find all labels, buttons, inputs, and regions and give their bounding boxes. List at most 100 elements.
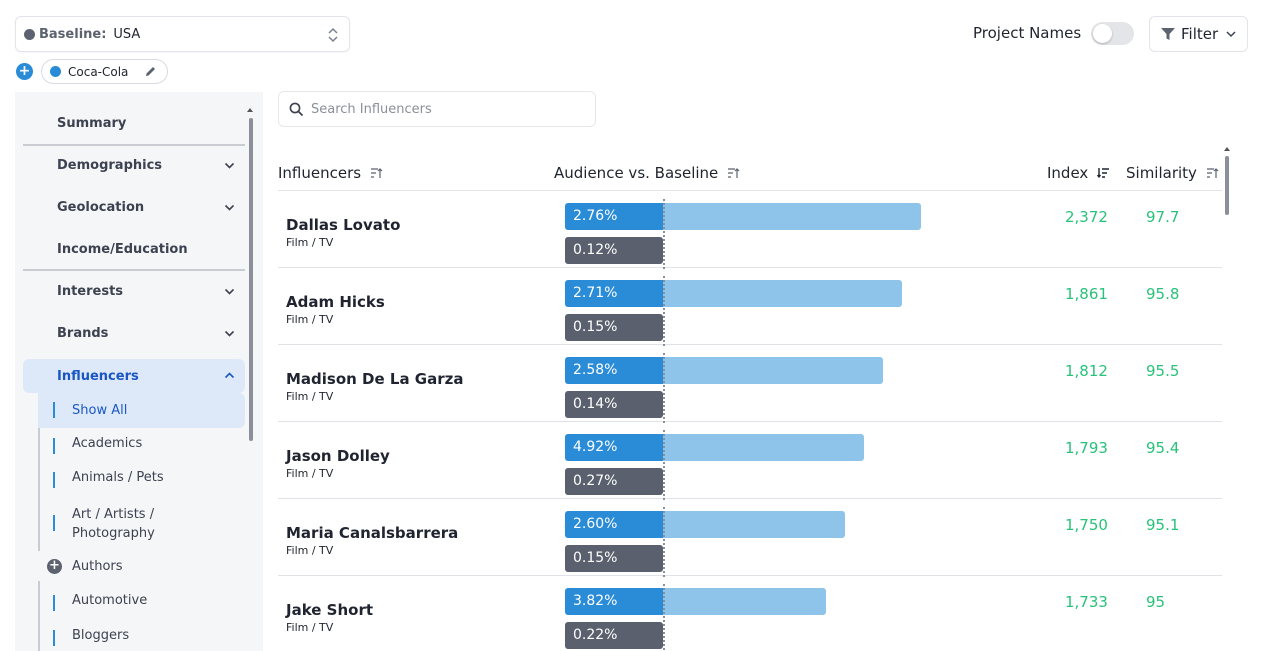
pencil-icon[interactable] (144, 65, 157, 78)
audience-bar-extension (663, 511, 845, 538)
sidebar-item-label: Income/Education (57, 241, 188, 257)
table-row[interactable]: Jason Dolley Film / TV 4.92% 0.27% 1,793 95.4 (278, 422, 1222, 500)
influencer-name[interactable]: Maria Canalsbarrera (286, 524, 459, 542)
influencer-name[interactable]: Adam Hicks (286, 293, 385, 311)
header-divider (278, 190, 1222, 191)
table-row[interactable]: Jake Short Film / TV 3.82% 0.22% 1,733 95 (278, 576, 1222, 651)
baseline-percent: 0.14% (573, 396, 618, 412)
sort-icon[interactable] (370, 167, 383, 179)
sub-item-label: Bloggers (72, 628, 130, 643)
sidebar-item-brands[interactable]: Brands (23, 313, 245, 353)
plus-icon[interactable]: + (47, 559, 62, 574)
sort-descending-icon[interactable] (1097, 167, 1110, 179)
column-header-label: Influencers (278, 164, 362, 182)
sidebar-item-label: Demographics (57, 157, 163, 173)
audience-bar (565, 588, 663, 615)
audience-percent: 3.82% (573, 593, 618, 609)
search-input[interactable] (311, 101, 581, 117)
sub-item-animals-pets[interactable]: Animals / Pets (38, 470, 245, 490)
baseline-bar (565, 622, 663, 649)
influencer-name[interactable]: Madison De La Garza (286, 370, 464, 388)
table-scroll-up-icon[interactable] (1224, 147, 1230, 151)
table-row[interactable]: Adam Hicks Film / TV 2.71% 0.15% 1,861 95.8 (278, 268, 1222, 346)
sub-item-marker (53, 515, 55, 531)
sub-item-label: Animals / Pets (72, 470, 164, 485)
filter-label: Filter (1181, 25, 1219, 43)
sub-item-authors[interactable]: + Authors (38, 559, 245, 579)
influencer-category: Film / TV (286, 621, 334, 634)
baseline-divider (663, 276, 665, 346)
audience-percent: 2.58% (573, 362, 618, 378)
funnel-icon (1161, 28, 1175, 40)
influencer-name[interactable]: Jason Dolley (286, 447, 390, 465)
filter-button[interactable]: Filter (1149, 16, 1248, 52)
audience-chip-label: Coca-Cola (68, 64, 129, 79)
table-row[interactable]: Maria Canalsbarrera Film / TV 2.60% 0.15% 1,… (278, 499, 1222, 577)
sort-icon[interactable] (1206, 167, 1219, 179)
sidebar-item-influencers[interactable]: Influencers (23, 359, 245, 393)
sub-item-marker (53, 630, 55, 646)
sidebar-item-label: Summary (57, 115, 127, 131)
index-value: 1,733 (1065, 593, 1108, 611)
sidebar-item-label: Geolocation (57, 199, 145, 215)
sort-icon[interactable] (727, 167, 740, 179)
baseline-select[interactable]: Baseline: USA (15, 16, 350, 52)
sidebar-item-interests[interactable]: Interests (23, 271, 245, 311)
audience-chip[interactable]: Coca-Cola (41, 59, 168, 84)
sub-item-art-artists-photography[interactable]: Art / Artists / Photography (38, 505, 178, 543)
sidebar-item-demographics[interactable]: Demographics (23, 145, 245, 185)
sub-item-bloggers[interactable]: Bloggers (38, 628, 245, 648)
chevron-down-icon (224, 204, 235, 211)
project-names-toggle[interactable] (1091, 22, 1134, 45)
similarity-value: 97.7 (1146, 208, 1180, 226)
baseline-percent: 0.15% (573, 319, 618, 335)
table-row[interactable]: Madison De La Garza Film / TV 2.58% 0.14% 1,… (278, 345, 1222, 423)
search-icon (289, 102, 304, 116)
influencer-name[interactable]: Jake Short (286, 601, 374, 619)
sub-item-label: Authors (72, 559, 123, 574)
sub-item-show-all[interactable]: Show All (38, 393, 245, 428)
chevron-down-icon (1226, 31, 1236, 38)
sidebar-scroll-up-icon[interactable] (247, 108, 253, 112)
tree-line (38, 393, 40, 551)
sidebar-item-label: Brands (57, 325, 109, 341)
search-box[interactable] (278, 91, 596, 127)
column-header-similarity[interactable]: Similarity (1126, 164, 1219, 182)
audience-bar-extension (663, 434, 864, 461)
baseline-percent: 0.15% (573, 550, 618, 566)
sidebar-item-label: Influencers (57, 368, 139, 384)
column-header-index[interactable]: Index (1047, 164, 1110, 182)
column-header-audience[interactable]: Audience vs. Baseline (554, 164, 740, 182)
sub-item-automotive[interactable]: Automotive (38, 593, 245, 613)
sidebar-item-geolocation[interactable]: Geolocation (23, 187, 245, 227)
sub-item-marker (53, 402, 55, 418)
audience-bar-extension (663, 203, 921, 230)
similarity-value: 95.4 (1146, 439, 1180, 457)
sidebar-divider (23, 144, 245, 146)
column-header-label: Index (1047, 164, 1089, 182)
sidebar-item-label: Interests (57, 283, 124, 299)
sidebar-item-income-education[interactable]: Income/Education (23, 229, 245, 269)
sub-item-label: Art / Artists / Photography (72, 507, 155, 541)
sidebar-scrollbar[interactable] (249, 118, 253, 441)
sub-item-academics[interactable]: Academics (38, 436, 245, 456)
baseline-percent: 0.22% (573, 627, 618, 643)
index-value: 1,861 (1065, 285, 1108, 303)
sub-item-marker (53, 438, 55, 454)
table-scrollbar[interactable] (1225, 156, 1229, 215)
audience-bar-extension (663, 357, 883, 384)
column-header-influencers[interactable]: Influencers (278, 164, 383, 182)
baseline-divider (663, 584, 665, 651)
column-header-label: Similarity (1126, 164, 1197, 182)
sidebar-item-summary[interactable]: Summary (23, 103, 245, 143)
table-row[interactable]: Dallas Lovato Film / TV 2.76% 0.12% 2,372 97.… (278, 191, 1222, 269)
chevron-down-icon (224, 330, 235, 337)
sub-item-marker (53, 472, 55, 488)
add-audience-plus-icon[interactable]: + (16, 63, 33, 80)
index-value: 1,812 (1065, 362, 1108, 380)
influencer-name[interactable]: Dallas Lovato (286, 216, 401, 234)
baseline-divider (663, 353, 665, 423)
audience-bar (565, 511, 663, 538)
baseline-percent: 0.12% (573, 242, 618, 258)
baseline-divider (663, 199, 665, 269)
